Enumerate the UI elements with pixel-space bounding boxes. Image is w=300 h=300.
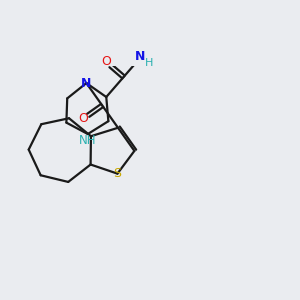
Text: O: O xyxy=(101,55,111,68)
Text: NH: NH xyxy=(79,134,97,147)
Text: H: H xyxy=(145,58,153,68)
Text: N: N xyxy=(135,50,146,63)
Text: N: N xyxy=(81,76,92,90)
Text: O: O xyxy=(78,112,88,125)
Text: S: S xyxy=(113,167,122,180)
